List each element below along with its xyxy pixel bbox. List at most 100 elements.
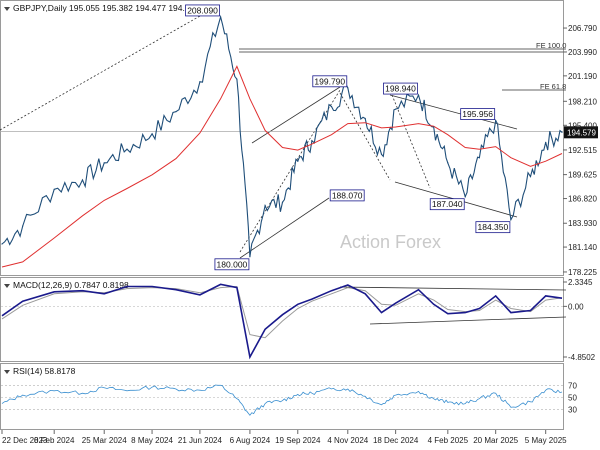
macd-line [1,283,563,360]
price-annotation-label: 198.940 [385,84,416,94]
price-point [417,94,420,96]
price-point [103,162,105,164]
macd-header: MACD(12,26,9) 0.7847 0.8198 [13,280,129,290]
annotation-layer: 208.090 199.790 198.940 195.956 188.070 187.0… [185,4,598,271]
price-annotation-box [475,221,511,234]
macd-grid [1,281,567,358]
price-annotation-label: 195.956 [462,109,493,119]
watermark: Action Forex [340,232,441,252]
rsi-y-tick-label: 30 [568,406,577,415]
rsi-line [1,384,563,416]
price-point [311,140,313,142]
x-tick-label: 5 May 2025 [525,436,567,445]
price-annotation-box [460,108,496,120]
x-tick-label: 22 Dec 2023 [2,436,48,445]
price-point [478,157,480,159]
macd-upper-trendline [339,286,567,291]
fe100-label: FE 100.0 [536,41,566,50]
x-tick-label: 8 May 2024 [131,436,173,445]
price-annotation-box [312,75,348,88]
price-point [433,126,435,128]
price-y-tick-label: 195.400 [568,121,597,130]
price-point [330,105,333,108]
series-layer [1,14,563,416]
price-point [126,148,128,150]
price-point [447,162,449,164]
macd-y-tick-label: -4.8502 [568,353,596,362]
price-y-tick-label: 181.140 [568,243,597,252]
price-annotation-box [214,258,250,271]
rsi-panel-frame [0,363,564,430]
rsi-grid [1,384,563,411]
price-y-tick-label: 189.625 [568,171,597,180]
price-point [22,225,24,227]
price-y-tick-label: 178.225 [568,268,597,277]
price-annotation-label: 184.350 [478,222,509,232]
axis-layer: 206.790 203.990 201.190 198.210 195.400 192.5… [1,24,597,445]
price-point [495,119,497,122]
price-collapse-icon[interactable] [4,7,10,11]
price-y-tick-label: 183.930 [568,219,597,228]
price-point [281,201,284,203]
price-annotation-label: 188.070 [332,190,363,200]
price-point [236,78,238,80]
price-point [510,219,512,221]
price-point [1,243,3,245]
price-annotation-box [185,4,220,17]
price-y-tick-label: 206.790 [568,24,597,33]
price-point [53,188,55,190]
macd-y-tick-label: 0.00 [568,302,584,311]
rsi-y-tick-label: 70 [568,381,577,390]
price-annotation-box [329,189,365,202]
price-y-tick-label: 203.990 [568,48,597,57]
macd-panel-frame [0,277,564,362]
price-point [364,117,366,120]
price-y-tick-label: 201.190 [568,72,597,81]
price-point [464,196,466,198]
fe618-label: FE 61.8 [540,82,566,91]
price-annotation-label: 180.000 [217,259,248,269]
rsi-y-tick-label: 50 [568,394,577,403]
price-y-tick-label: 198.210 [568,97,597,106]
x-tick-label: 4 Nov 2024 [327,436,368,445]
x-tick-label: 19 Sep 2024 [275,436,321,445]
x-tick-label: 25 Mar 2024 [82,436,127,445]
moving-average-line [1,65,563,268]
price-point [380,153,383,155]
price-annotation-label: 187.040 [432,199,463,209]
price-annotation-label: 208.090 [187,5,218,15]
price-point [395,108,397,110]
fall-dotted-1 [339,92,391,181]
channel-lower [239,197,330,259]
price-annotation-box [429,198,465,211]
fall-dotted-2 [391,94,431,189]
price-annotation-box [383,82,418,95]
price-point [264,204,266,207]
price-point [297,160,299,162]
rsi-collapse-icon[interactable] [4,370,10,374]
last-price-tag [564,126,598,139]
price-point [151,133,153,135]
price-annotation-label: 199.790 [314,76,345,86]
x-tick-label: 20 Mar 2025 [473,436,518,445]
price-point [529,175,532,178]
wedge-upper [389,94,518,130]
price-panel-frame [0,0,564,276]
x-tick-label: 6 Aug 2024 [230,436,271,445]
price-point [545,141,547,143]
x-tick-label: 8 Feb 2024 [34,436,75,445]
price-point [561,131,563,133]
price-y-tick-label: 192.515 [568,146,597,155]
price-point [81,179,84,181]
macd-y-tick-label: 2.3345 [568,278,593,287]
price-y-tick-label: 186.820 [568,195,597,204]
price-header: GBPJPY,Daily 195.055 195.382 194.477 194… [13,3,199,13]
last-price-label: 194.579 [567,128,596,137]
macd-lower-trendline [369,316,567,325]
rsi-header: RSI(14) 58.8178 [13,366,76,376]
macd-collapse-icon[interactable] [4,284,10,288]
macd-signal-line [1,285,563,339]
price-point [219,16,222,18]
channel-upper [251,86,341,144]
